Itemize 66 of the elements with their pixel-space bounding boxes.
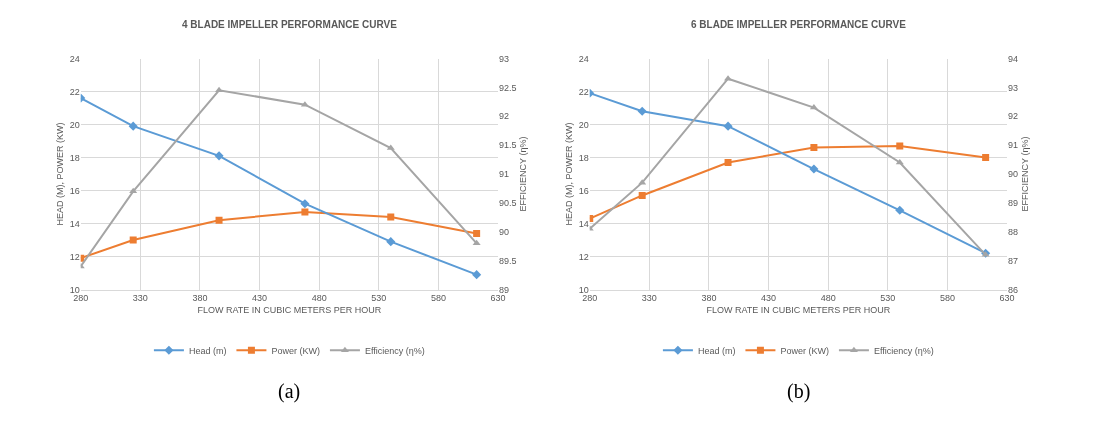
- x-tick-label: 380: [192, 293, 208, 304]
- x-tick-label: 530: [880, 293, 896, 304]
- y2-tick-label: 94: [1008, 53, 1019, 64]
- y2-tick-label: 90.5: [499, 198, 517, 209]
- y-tick-label: 24: [69, 53, 80, 64]
- y-tick-label: 20: [69, 119, 80, 130]
- y2-tick-label: 89: [1008, 198, 1019, 209]
- legend-label: Head (m): [188, 345, 227, 356]
- x-tick-label: 630: [999, 293, 1015, 304]
- legend-label: Head (m): [697, 345, 736, 356]
- y2-tick-label: 92.5: [499, 82, 517, 93]
- x-tick-label: 480: [820, 293, 836, 304]
- y-tick-label: 12: [69, 251, 80, 262]
- legend-label: Power (KW): [271, 345, 320, 356]
- x-tick-label: 330: [641, 293, 657, 304]
- y-axis-title: HEAD (M), POWER (KW): [564, 122, 575, 226]
- y-tick-label: 14: [578, 218, 589, 229]
- x-tick-label: 580: [430, 293, 446, 304]
- y2-tick-label: 89.5: [499, 255, 517, 266]
- x-axis-title: FLOW RATE IN CUBIC METERS PER HOUR: [197, 305, 382, 316]
- y2-tick-label: 92: [1008, 111, 1019, 122]
- y-tick-label: 10: [69, 284, 80, 295]
- x-tick-label: 480: [311, 293, 327, 304]
- y2-axis-title: EFFICIENCY (η%): [518, 136, 529, 212]
- y2-tick-label: 88: [1008, 226, 1019, 237]
- y2-tick-label: 87: [1008, 255, 1019, 266]
- legend-label: Power (KW): [780, 345, 829, 356]
- x-tick-label: 530: [371, 293, 387, 304]
- legend-label: Efficiency (η%): [364, 345, 425, 356]
- y2-tick-label: 92: [499, 111, 510, 122]
- x-tick-label: 430: [252, 293, 268, 304]
- y2-tick-label: 93: [1008, 82, 1019, 93]
- y2-tick-label: 89: [499, 284, 510, 295]
- x-tick-label: 580: [939, 293, 955, 304]
- x-tick-label: 280: [582, 293, 598, 304]
- y-tick-label: 22: [69, 86, 80, 97]
- chart-title: 6 BLADE IMPELLER PERFORMANCE CURVE: [691, 19, 907, 30]
- x-axis-title: FLOW RATE IN CUBIC METERS PER HOUR: [706, 305, 891, 316]
- legend-label: Efficiency (η%): [873, 345, 934, 356]
- y-tick-label: 20: [578, 119, 589, 130]
- y-tick-label: 12: [578, 251, 589, 262]
- y-tick-label: 16: [578, 185, 589, 196]
- y-tick-label: 14: [69, 218, 80, 229]
- y-tick-label: 18: [578, 152, 589, 163]
- y-axis-title: HEAD (M), POWER (KW): [55, 122, 66, 226]
- y2-tick-label: 93: [499, 53, 510, 64]
- x-tick-label: 630: [490, 293, 506, 304]
- y2-axis-title: EFFICIENCY (η%): [1019, 136, 1030, 212]
- y2-tick-label: 90: [499, 226, 510, 237]
- y2-tick-label: 91: [1008, 140, 1019, 151]
- x-tick-label: 430: [761, 293, 777, 304]
- y-tick-label: 16: [69, 185, 80, 196]
- x-tick-label: 330: [132, 293, 148, 304]
- y2-tick-label: 86: [1008, 284, 1019, 295]
- y-tick-label: 18: [69, 152, 80, 163]
- chart-title: 4 BLADE IMPELLER PERFORMANCE CURVE: [182, 19, 398, 30]
- y2-tick-label: 91: [499, 169, 510, 180]
- text: (b): [787, 380, 811, 403]
- y2-tick-label: 90: [1008, 169, 1019, 180]
- y-tick-label: 10: [578, 284, 589, 295]
- y-tick-label: 24: [578, 53, 589, 64]
- text: (a): [278, 380, 301, 403]
- y2-tick-label: 91.5: [499, 140, 517, 151]
- x-tick-label: 280: [73, 293, 89, 304]
- y-tick-label: 22: [578, 86, 589, 97]
- x-tick-label: 380: [701, 293, 717, 304]
